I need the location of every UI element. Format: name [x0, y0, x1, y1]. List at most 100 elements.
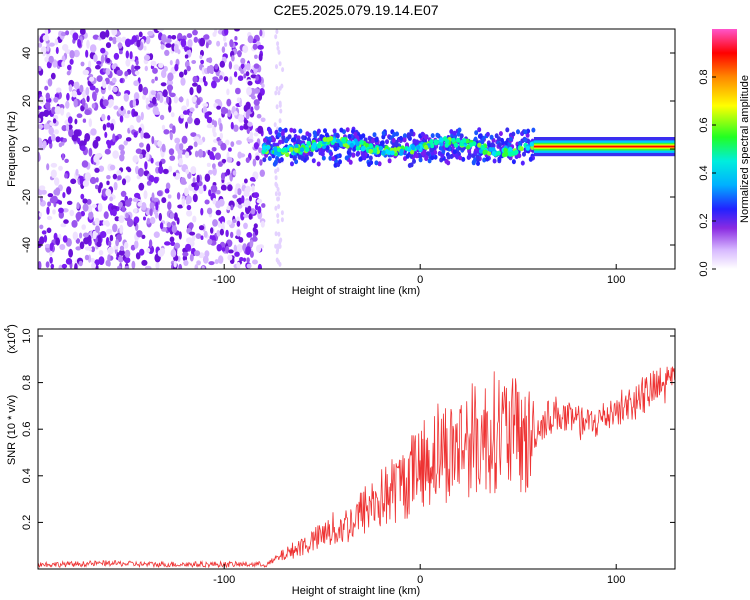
heatmap-noise-cell [167, 72, 174, 82]
heatmap-noise-cell [236, 261, 241, 269]
heatmap-noise-cell [88, 246, 92, 252]
heatmap-noise-cell [243, 213, 249, 218]
heatmap-noise-cell [214, 99, 222, 104]
heatmap-band-cell [321, 155, 326, 161]
heatmap-noise-cell [88, 118, 93, 128]
heatmap-noise-cell [142, 86, 149, 96]
heatmap-core-cell [294, 147, 299, 153]
heatmap-noise-cell [226, 88, 230, 96]
heatmap-noise-cell [133, 216, 140, 224]
heatmap-band-cell [277, 158, 282, 164]
heatmap-noise-cell [178, 263, 183, 269]
heatmap-band-cell [278, 139, 282, 145]
heatmap-noise-cell [245, 157, 250, 164]
heatmap-noise-cell [217, 161, 223, 167]
heatmap-noise-cell [47, 193, 54, 198]
heatmap-band-cell [511, 131, 516, 137]
heatmap-noise-cell [188, 222, 194, 229]
heatmap-noise-cell [189, 240, 195, 247]
heatmap-noise-cell [139, 248, 145, 256]
heatmap-noise-cell [146, 247, 151, 253]
heatmap-noise-cell [219, 132, 223, 140]
heatmap-noise-cell [249, 195, 252, 202]
heatmap-noise-cell [117, 265, 122, 269]
heatmap-noise-cell [69, 58, 74, 65]
heatmap-band-cell [409, 162, 414, 168]
heatmap-noise-cell [99, 182, 103, 189]
colorbar-tick-label: 0.8 [698, 69, 710, 84]
heatmap-noise-cell [54, 38, 59, 46]
heatmap-noise-cell [182, 255, 188, 262]
heatmap-noise-cell [227, 109, 232, 118]
heatmap-noise-cell [159, 161, 163, 168]
heatmap-core-cell [453, 142, 459, 148]
y-tick-label: 1.0 [21, 328, 33, 343]
heatmap-noise-cell [140, 111, 144, 121]
heatmap-noise-cell [230, 141, 235, 148]
heatmap-noise-cell [98, 256, 105, 265]
heatmap-noise-cell [221, 158, 227, 164]
heatmap-noise-cell [185, 200, 190, 205]
heatmap-noise-cell [46, 43, 50, 52]
heatmap-noise-cell [254, 204, 259, 211]
heatmap-noise-cell [148, 175, 155, 183]
heatmap-band-cell [528, 156, 533, 162]
colorbar-label: Normalized spectral amplitude [739, 75, 750, 223]
heatmap-noise-cell [242, 45, 249, 54]
heatmap-core-cell [359, 139, 364, 145]
heatmap-noise-cell [275, 257, 279, 263]
heatmap-noise-cell [88, 60, 92, 69]
heatmap-noise-cell [150, 90, 157, 96]
heatmap-noise-cell [82, 118, 87, 123]
heatmap-core-cell [478, 148, 484, 154]
heatmap-noise-cell [253, 192, 260, 199]
heatmap-noise-cell [38, 212, 43, 218]
heatmap-noise-cell [219, 228, 224, 236]
heatmap-noise-cell [196, 84, 202, 94]
heatmap-noise-cell [254, 103, 260, 111]
heatmap-core-cell [399, 148, 404, 154]
heatmap-noise-cell [141, 234, 146, 239]
heatmap-noise-cell [181, 198, 185, 208]
heatmap-noise-cell [124, 241, 129, 249]
heatmap-noise-cell [58, 264, 63, 269]
heatmap-noise-cell [204, 250, 210, 258]
heatmap-noise-cell [180, 180, 187, 185]
heatmap-noise-cell [212, 219, 218, 227]
heatmap-noise-cell [153, 231, 160, 238]
heatmap-band-cell [385, 139, 389, 145]
heatmap-band-cell [368, 155, 373, 161]
heatmap-noise-cell [62, 138, 67, 143]
heatmap-core-cell [429, 139, 434, 144]
heatmap-noise-cell [186, 33, 193, 39]
heatmap-core-cell [451, 137, 456, 143]
heatmap-core-cell [433, 139, 439, 145]
heatmap-core-cell [325, 137, 331, 143]
heatmap-noise-cell [256, 198, 263, 204]
heatmap-noise-cell [148, 239, 153, 249]
heatmap-noise-cell [277, 231, 281, 237]
heatmap-noise-cell [276, 186, 280, 192]
heatmap-noise-cell [47, 78, 53, 87]
heatmap-noise-cell [44, 85, 49, 91]
heatmap-noise-cell [200, 235, 204, 240]
heatmap-noise-cell [211, 80, 217, 89]
heatmap-noise-cell [192, 75, 198, 83]
heatmap-noise-cell [111, 77, 117, 84]
heatmap-noise-cell [58, 165, 63, 171]
heatmap-noise-cell [73, 82, 78, 89]
heatmap-noise-cell [230, 121, 234, 130]
heatmap-band-cell [482, 157, 487, 163]
heatmap-noise-cell [274, 191, 278, 197]
heatmap-noise-cell [239, 153, 246, 158]
heatmap-band-cell [381, 130, 386, 136]
heatmap-noise-cell [60, 107, 65, 116]
heatmap-noise-cell [49, 242, 54, 252]
heatmap-noise-cell [214, 29, 218, 35]
heatmap-noise-cell [91, 262, 96, 269]
heatmap-band-cell [492, 158, 497, 164]
heatmap-noise-cell [261, 83, 265, 89]
heatmap-noise-cell [62, 235, 68, 243]
heatmap-noise-cell [246, 62, 251, 71]
heatmap-core-cell [462, 138, 467, 143]
